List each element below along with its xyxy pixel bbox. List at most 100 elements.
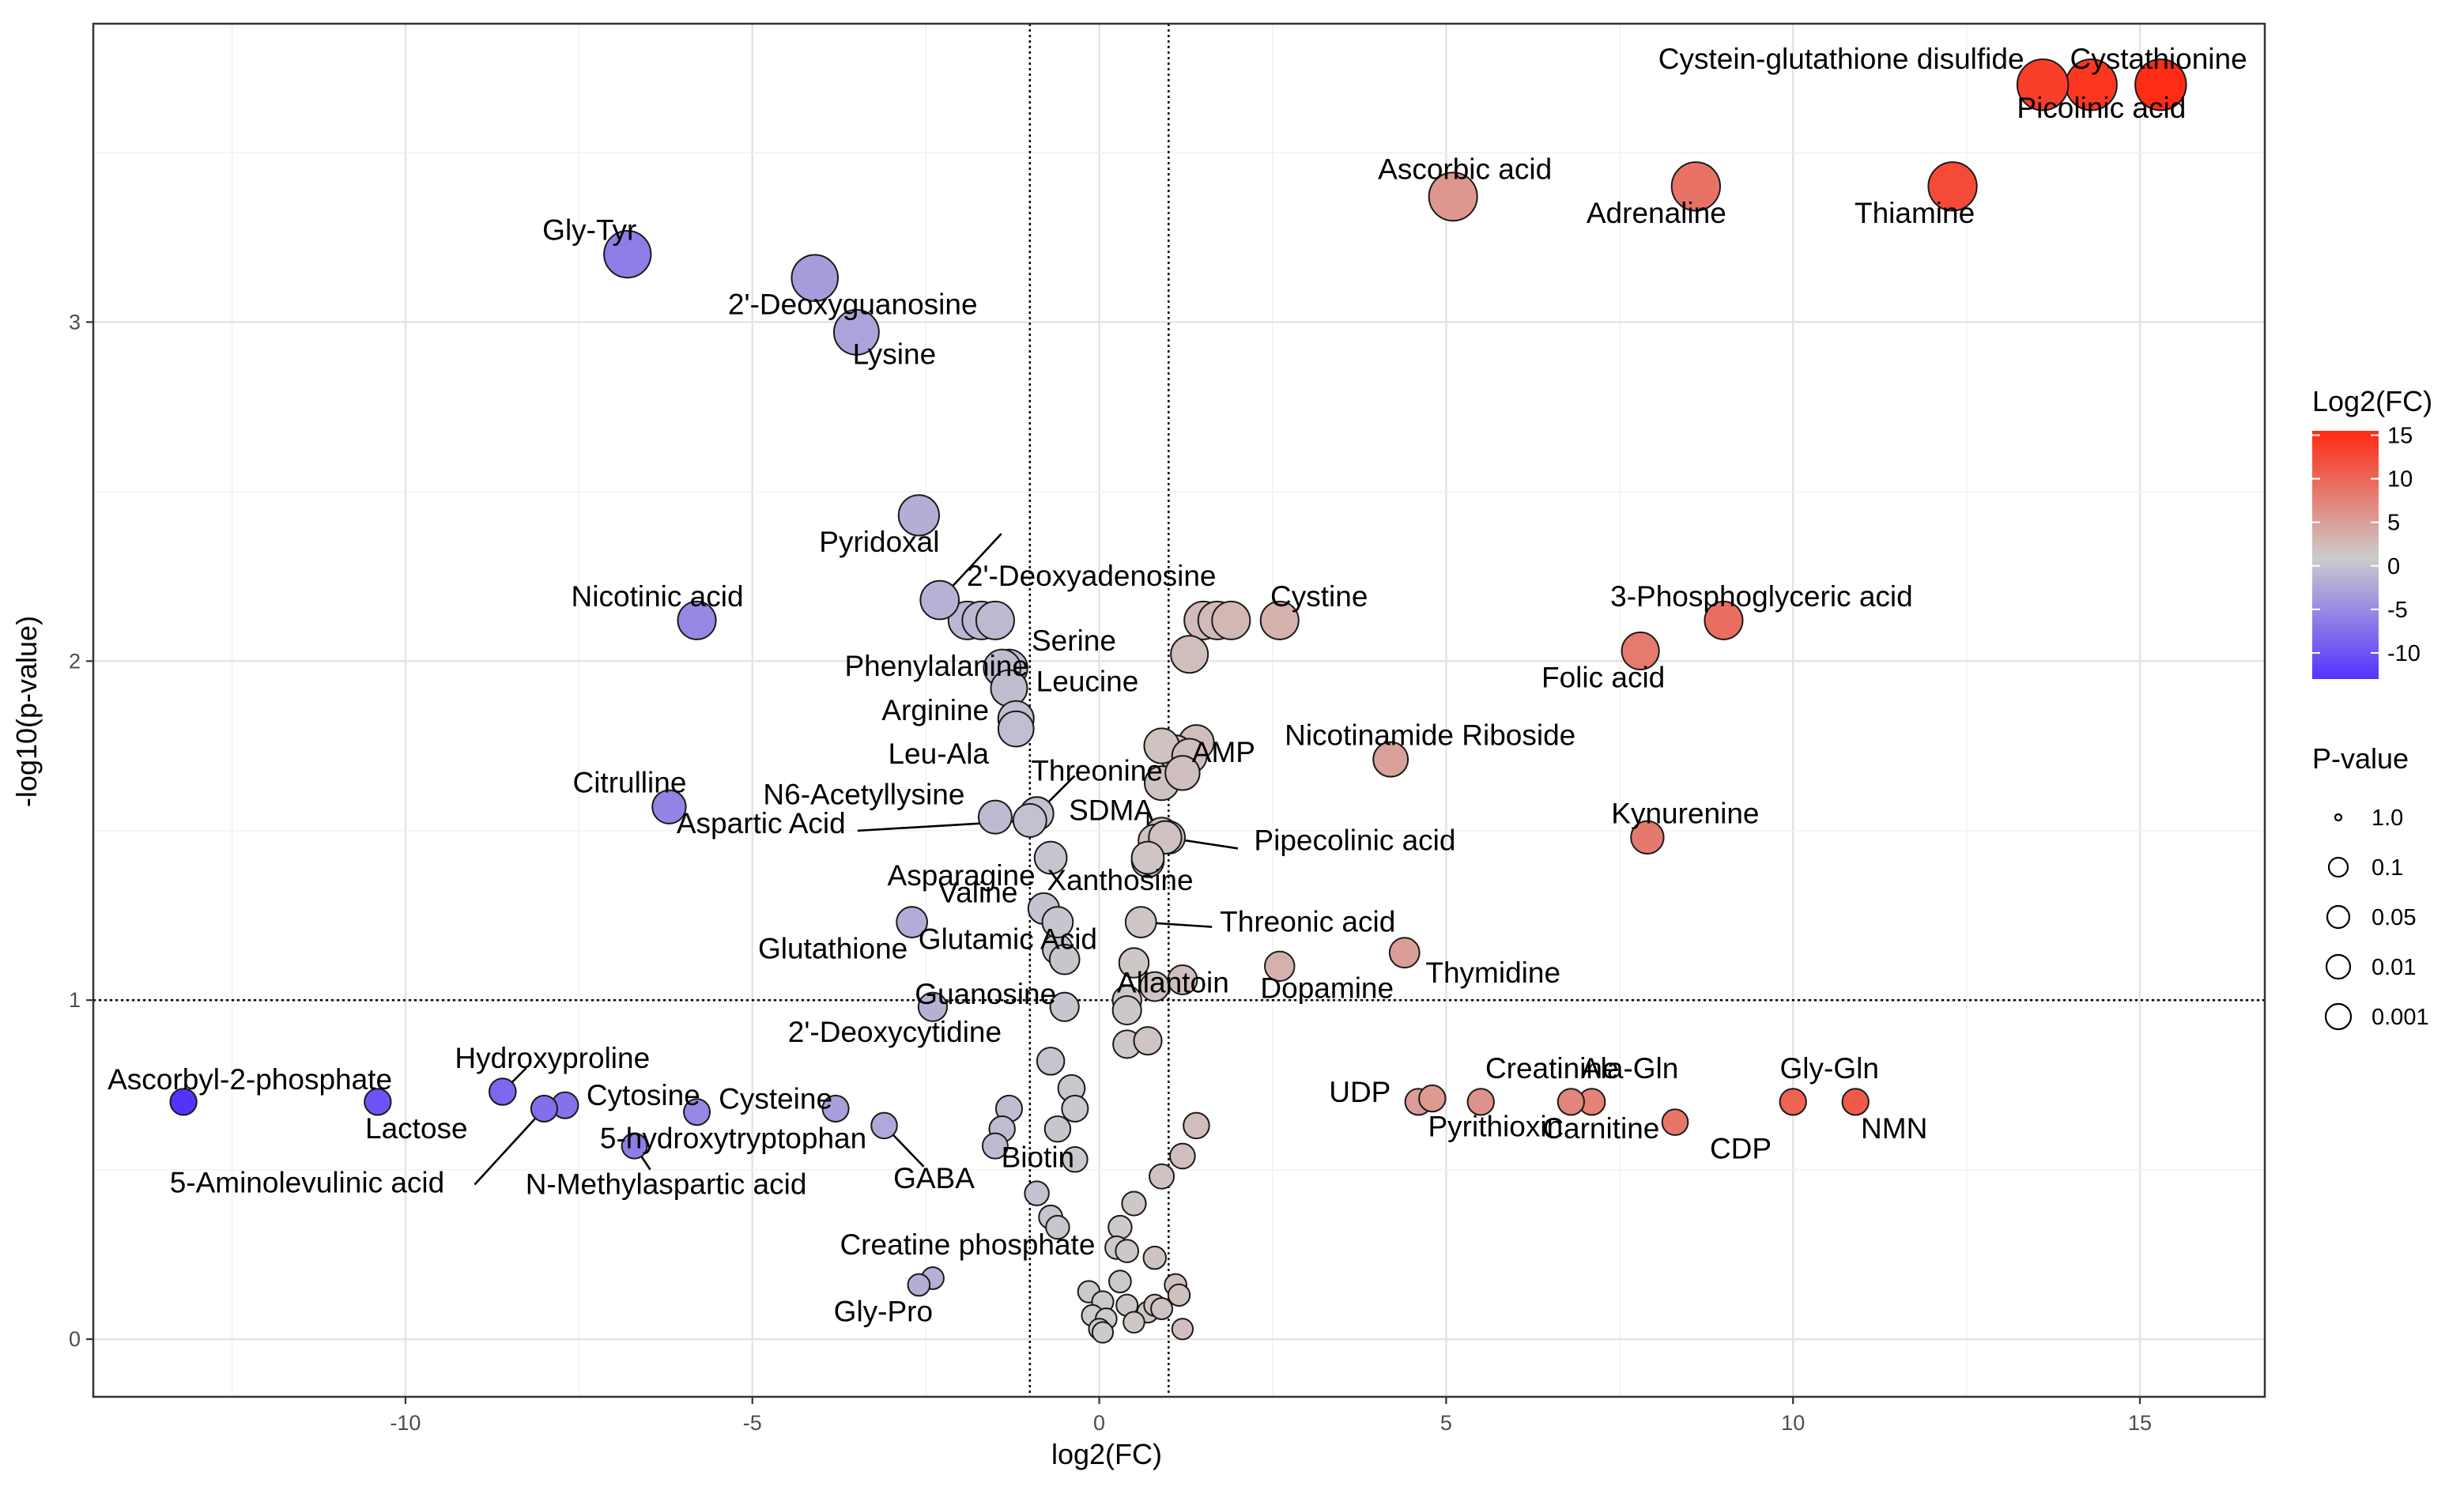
point-label: Kynurenine	[1611, 797, 1759, 829]
data-point	[1012, 802, 1047, 838]
data-point	[1133, 1026, 1163, 1056]
point-label: Cytosine	[587, 1079, 700, 1111]
data-point	[1259, 600, 1300, 640]
data-point	[1841, 1088, 1870, 1116]
data-point	[1167, 1283, 1191, 1307]
point-label: Thymidine	[1425, 957, 1560, 989]
point-label: Allantoin	[1117, 966, 1229, 998]
point-label: Xanthosine	[1047, 864, 1193, 896]
point-label: Serine	[1032, 624, 1116, 657]
data-point	[1036, 1047, 1066, 1076]
color-legend-title: Log2(FC)	[2312, 385, 2432, 417]
point-label: Cystathionine	[2070, 43, 2247, 75]
point-label: N6-Acetyllysine	[763, 779, 964, 811]
data-point	[1033, 840, 1068, 875]
point-label: Thiamine	[1855, 197, 1975, 229]
point-label: Glutamic Acid	[919, 923, 1097, 956]
data-point	[832, 308, 880, 356]
point-label: Ascorbic acid	[1378, 153, 1552, 186]
point-label: Citrulline	[572, 767, 686, 799]
size-legend-symbol	[2327, 856, 2349, 878]
data-point	[1024, 1180, 1050, 1206]
color-bar-tick-label: 5	[2387, 511, 2400, 536]
color-bar-tick-label: 10	[2387, 467, 2413, 492]
data-point	[169, 1088, 198, 1116]
color-bar-tick-label: -5	[2387, 598, 2408, 623]
point-label: Creatine phosphate	[840, 1228, 1095, 1261]
x-tick-label: -10	[390, 1411, 421, 1435]
color-bar-ticks: 15 10 5 0 -5 -10	[2312, 424, 2421, 666]
axes: -10 -5 0 5 10 15 0 1 2 3	[69, 310, 2152, 1435]
data-point	[1041, 906, 1074, 938]
data-point	[621, 1132, 648, 1160]
data-point	[1167, 964, 1198, 995]
point-label: 3-Phosphoglyceric acid	[1610, 580, 1913, 613]
data-point	[530, 1094, 558, 1123]
data-point	[1372, 741, 1409, 778]
data-point	[1630, 820, 1665, 855]
data-point	[1149, 1163, 1175, 1190]
size-legend-items: 1.0 0.1 0.05 0.01 0.001	[2324, 806, 2429, 1031]
x-axis-title: log2(FC)	[1051, 1438, 1162, 1470]
data-point	[2134, 58, 2187, 111]
point-label: Ascorbyl-2-phosphate	[108, 1063, 392, 1096]
y-tick-label: 1	[69, 988, 81, 1012]
point-label: 2'-Deoxycytidine	[788, 1016, 1002, 1048]
point-label: 2'-Deoxyguanosine	[728, 289, 978, 321]
size-legend-symbol	[2326, 904, 2351, 930]
data-point	[1779, 1088, 1807, 1116]
data-point	[1062, 1146, 1089, 1173]
data-point	[870, 1111, 898, 1140]
point-label: Picolinic acid	[2017, 92, 2186, 124]
point-label: NMN	[1861, 1112, 1927, 1145]
point-label: Cystine	[1270, 580, 1368, 613]
point-label: Guanosine	[915, 978, 1056, 1010]
data-point	[821, 1094, 850, 1123]
data-point	[1264, 950, 1296, 983]
point-label: 5-hydroxytryptophan	[600, 1123, 866, 1155]
data-point	[981, 1132, 1009, 1160]
data-point	[1115, 1239, 1140, 1263]
point-label: Nicotinamide Riboside	[1285, 719, 1575, 752]
size-legend-symbol	[2334, 813, 2343, 822]
size-legend-label: 0.01	[2372, 955, 2416, 980]
point-label: Gly-Pro	[834, 1295, 933, 1327]
data-point	[1049, 991, 1080, 1022]
point-label: CDP	[1710, 1133, 1772, 1165]
data-point	[1927, 161, 1978, 212]
point-label: Glutathione	[758, 933, 907, 965]
point-label: Adrenaline	[1587, 197, 1726, 229]
data-point	[1124, 906, 1157, 938]
point-label: Valine	[938, 876, 1017, 908]
point-label: Ala-Gln	[1581, 1052, 1678, 1085]
data-point	[1164, 755, 1201, 791]
data-point	[977, 799, 1013, 835]
point-label: 2'-Deoxyadenosine	[967, 560, 1217, 592]
point-label: Asparagine	[888, 859, 1036, 892]
point-labels: Cystathionine Cystein-glutathione disulfi…	[108, 43, 2247, 1327]
data-point	[2016, 58, 2070, 111]
x-tick-label: -5	[743, 1411, 762, 1435]
data-point	[1111, 995, 1142, 1026]
point-label: Biotin	[1002, 1141, 1075, 1173]
data-point	[1118, 947, 1150, 979]
y-tick-label: 0	[69, 1327, 81, 1351]
data-point	[997, 710, 1035, 748]
x-tick-label: 10	[1781, 1411, 1805, 1435]
data-point	[1091, 1321, 1115, 1344]
point-label: Aspartic Acid	[677, 807, 846, 840]
data-point	[1150, 1297, 1174, 1320]
data-point	[1169, 1142, 1196, 1170]
point-label: GABA	[893, 1162, 975, 1194]
data-point	[1142, 1245, 1168, 1270]
size-legend-title: P-value	[2312, 742, 2409, 775]
data-point	[1466, 1088, 1495, 1116]
data-point	[1557, 1088, 1586, 1116]
data-point	[919, 579, 960, 621]
color-bar	[2312, 431, 2379, 679]
data-point	[1670, 161, 1722, 212]
size-legend-label: 0.05	[2372, 905, 2416, 930]
data-point	[1171, 1318, 1194, 1341]
point-label: Arginine	[881, 694, 989, 726]
point-label: Gly-Tyr	[542, 214, 636, 247]
